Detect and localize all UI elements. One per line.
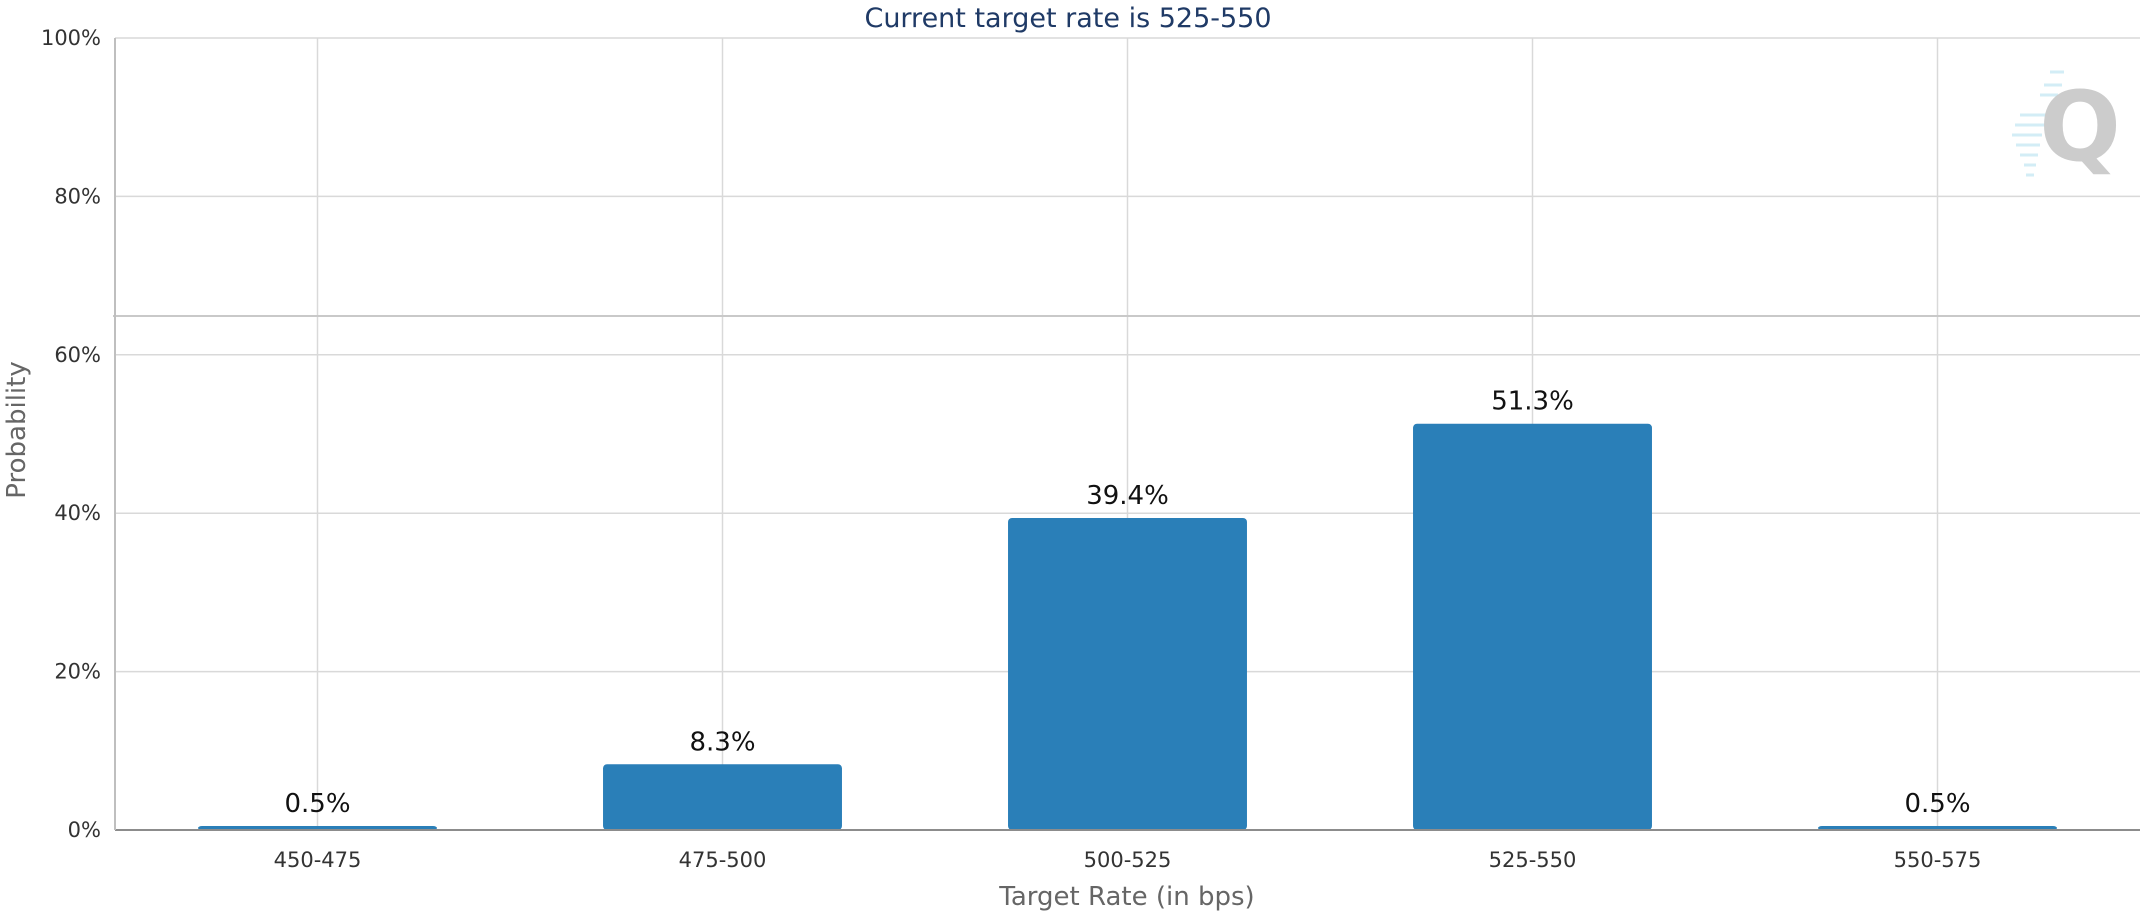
bar[interactable] (1413, 423, 1652, 830)
gridlines (115, 37, 2140, 831)
bar-value-label: 39.4% (1086, 481, 1169, 511)
y-tick-label: 20% (54, 660, 101, 684)
bar-value-label: 0.5% (1904, 789, 1970, 819)
svg-text:Q: Q (2039, 71, 2121, 183)
y-tick-label: 40% (54, 501, 101, 525)
y-axis-ticks: 0% 20% 40% 60% 80% 100% (41, 26, 101, 842)
x-tick-label: 475-500 (679, 848, 767, 872)
x-axis-ticks: 450-475 475-500 500-525 525-550 550-575 (274, 848, 1982, 872)
x-tick-label: 500-525 (1084, 848, 1172, 872)
x-tick-label: 550-575 (1894, 848, 1982, 872)
x-axis-title: Target Rate (in bps) (998, 882, 1254, 912)
y-tick-label: 100% (41, 26, 101, 50)
x-tick-label: 450-475 (274, 848, 362, 872)
y-tick-label: 60% (54, 343, 101, 367)
data-labels: 0.5% 8.3% 39.4% 51.3% 0.5% (284, 387, 1970, 819)
bar-value-label: 0.5% (284, 789, 350, 819)
x-tick-label: 525-550 (1489, 848, 1577, 872)
bar[interactable] (1008, 517, 1247, 830)
y-axis-title: Probability (2, 361, 32, 498)
y-tick-label: 0% (68, 818, 101, 842)
y-tick-label: 80% (54, 184, 101, 208)
chart-title: Current target rate is 525-550 (864, 3, 1271, 34)
bar-value-label: 51.3% (1491, 387, 1574, 417)
bar[interactable] (603, 764, 842, 830)
watermark-logo-icon: Q (2012, 70, 2121, 183)
bars (198, 423, 2057, 830)
bar-value-label: 8.3% (689, 727, 755, 757)
